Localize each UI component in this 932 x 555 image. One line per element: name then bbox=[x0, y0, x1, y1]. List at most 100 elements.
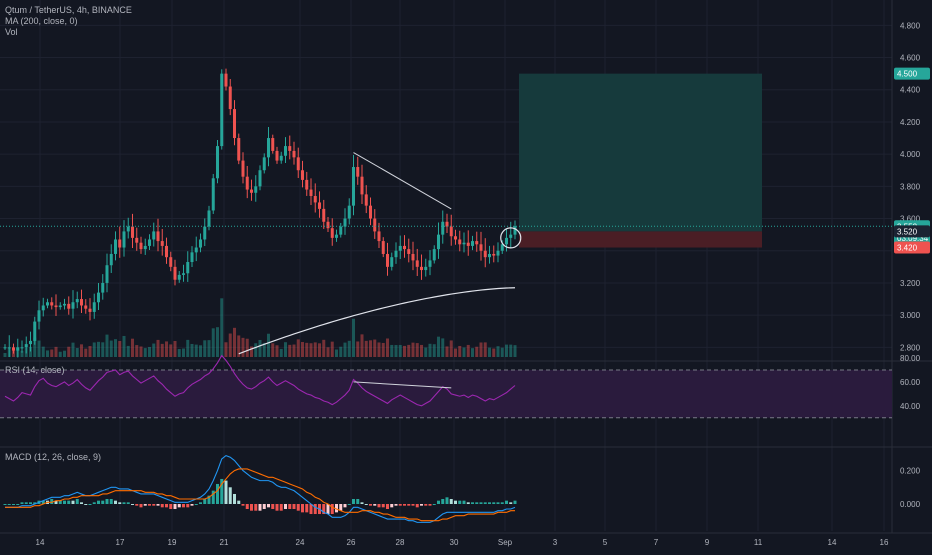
candle-body[interactable] bbox=[322, 208, 326, 222]
candle-body[interactable] bbox=[241, 160, 245, 177]
candle-body[interactable] bbox=[16, 347, 20, 351]
candle-body[interactable] bbox=[199, 239, 202, 248]
candle-body[interactable] bbox=[279, 155, 283, 161]
candle-body[interactable] bbox=[258, 170, 262, 187]
candle-body[interactable] bbox=[80, 299, 83, 306]
candle-body[interactable] bbox=[377, 231, 381, 242]
candle-body[interactable] bbox=[101, 282, 105, 293]
candle-body[interactable] bbox=[224, 73, 228, 87]
candle-body[interactable] bbox=[335, 234, 338, 238]
candle-body[interactable] bbox=[500, 244, 504, 251]
candle-body[interactable] bbox=[386, 253, 389, 267]
candle-body[interactable] bbox=[24, 344, 28, 348]
candle-body[interactable] bbox=[7, 347, 11, 349]
candle-body[interactable] bbox=[364, 194, 368, 206]
candle-body[interactable] bbox=[437, 234, 440, 250]
candle-body[interactable] bbox=[71, 302, 75, 309]
candle-body[interactable] bbox=[92, 302, 96, 312]
candle-body[interactable] bbox=[343, 218, 347, 227]
candle-body[interactable] bbox=[441, 221, 445, 235]
candle-body[interactable] bbox=[160, 241, 164, 246]
candle-body[interactable] bbox=[203, 226, 207, 240]
candle-body[interactable] bbox=[105, 265, 109, 283]
candle-body[interactable] bbox=[318, 202, 321, 209]
candle-body[interactable] bbox=[33, 321, 37, 341]
candle-body[interactable] bbox=[424, 266, 428, 271]
candle-body[interactable] bbox=[233, 109, 236, 139]
candle-body[interactable] bbox=[139, 242, 143, 250]
candle-body[interactable] bbox=[471, 241, 474, 246]
candle-body[interactable] bbox=[492, 253, 496, 256]
candle-body[interactable] bbox=[466, 242, 470, 246]
candle-body[interactable] bbox=[513, 226, 517, 235]
candle-body[interactable] bbox=[462, 242, 466, 245]
candle-body[interactable] bbox=[75, 299, 79, 303]
candle-body[interactable] bbox=[356, 167, 360, 177]
candle-body[interactable] bbox=[165, 245, 168, 258]
candle-body[interactable] bbox=[220, 73, 224, 147]
candle-body[interactable] bbox=[432, 249, 436, 261]
candle-body[interactable] bbox=[3, 347, 7, 349]
highlight-circle[interactable] bbox=[500, 227, 522, 249]
candle-body[interactable] bbox=[194, 247, 198, 253]
candle-body[interactable] bbox=[428, 260, 432, 267]
candle-body[interactable] bbox=[339, 226, 343, 235]
candle-body[interactable] bbox=[305, 179, 309, 190]
candle-body[interactable] bbox=[250, 189, 253, 193]
candle-body[interactable] bbox=[207, 210, 211, 227]
long-position-target-zone[interactable] bbox=[519, 73, 762, 232]
candle-body[interactable] bbox=[143, 245, 147, 250]
candle-body[interactable] bbox=[177, 274, 181, 280]
candle-body[interactable] bbox=[58, 305, 62, 308]
candle-body[interactable] bbox=[97, 292, 100, 303]
candle-body[interactable] bbox=[292, 150, 296, 158]
candle-body[interactable] bbox=[186, 262, 190, 274]
candle-body[interactable] bbox=[415, 260, 419, 267]
candle-body[interactable] bbox=[237, 138, 241, 161]
candle-body[interactable] bbox=[483, 250, 487, 258]
candle-body[interactable] bbox=[84, 305, 88, 309]
candle-body[interactable] bbox=[29, 340, 32, 345]
candle-body[interactable] bbox=[114, 239, 117, 254]
candle-body[interactable] bbox=[296, 157, 300, 171]
candle-body[interactable] bbox=[445, 221, 449, 227]
candle-body[interactable] bbox=[126, 226, 130, 232]
candle-body[interactable] bbox=[373, 218, 377, 232]
candle-body[interactable] bbox=[284, 146, 287, 156]
candle-body[interactable] bbox=[50, 302, 54, 306]
candle-body[interactable] bbox=[182, 273, 185, 275]
candle-body[interactable] bbox=[271, 138, 275, 151]
candle-body[interactable] bbox=[411, 253, 415, 261]
candle-body[interactable] bbox=[245, 176, 249, 190]
rsi-divergence-line[interactable] bbox=[353, 381, 452, 389]
candle-body[interactable] bbox=[152, 231, 156, 240]
candle-body[interactable] bbox=[509, 234, 513, 238]
candle-body[interactable] bbox=[330, 228, 334, 238]
candle-body[interactable] bbox=[407, 249, 411, 254]
candle-body[interactable] bbox=[190, 252, 194, 263]
candle-body[interactable] bbox=[54, 305, 58, 308]
candle-body[interactable] bbox=[420, 266, 423, 271]
candle-body[interactable] bbox=[216, 146, 219, 179]
long-position-stop-zone[interactable] bbox=[519, 231, 762, 248]
candle-body[interactable] bbox=[135, 237, 139, 243]
candle-body[interactable] bbox=[156, 231, 160, 242]
candle-body[interactable] bbox=[454, 236, 457, 240]
candle-body[interactable] bbox=[275, 150, 279, 161]
candle-body[interactable] bbox=[505, 237, 508, 245]
candle-body[interactable] bbox=[488, 253, 491, 258]
candle-body[interactable] bbox=[148, 239, 151, 246]
candle-body[interactable] bbox=[390, 257, 394, 267]
candle-body[interactable] bbox=[20, 347, 24, 349]
candle-body[interactable] bbox=[228, 86, 232, 110]
candle-body[interactable] bbox=[118, 239, 122, 248]
candle-body[interactable] bbox=[63, 303, 66, 306]
candle-body[interactable] bbox=[12, 347, 15, 351]
candle-body[interactable] bbox=[398, 245, 402, 251]
candle-body[interactable] bbox=[288, 146, 292, 151]
candle-body[interactable] bbox=[109, 253, 113, 266]
candle-body[interactable] bbox=[37, 310, 41, 322]
candle-body[interactable] bbox=[67, 303, 71, 309]
trendline-drawing[interactable] bbox=[353, 152, 452, 210]
